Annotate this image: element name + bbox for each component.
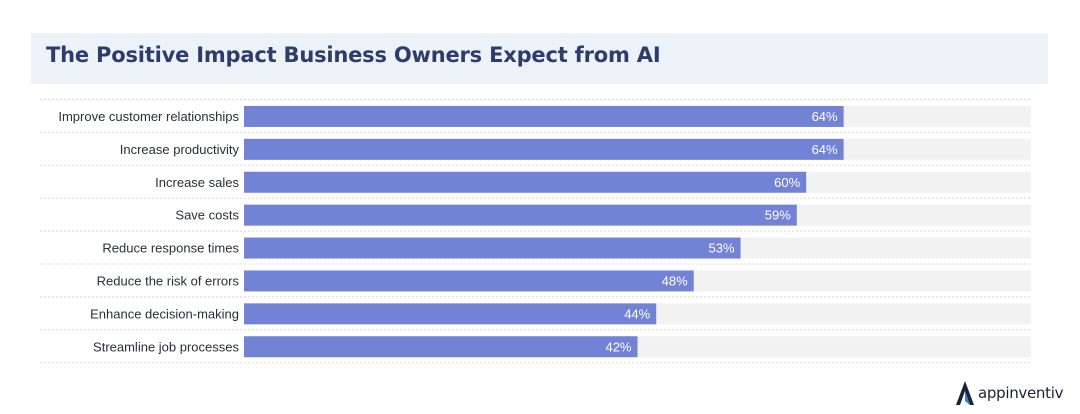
category-label: Increase productivity bbox=[120, 142, 240, 157]
bar bbox=[244, 105, 844, 127]
value-label: 44% bbox=[624, 306, 650, 321]
category-label: Save costs bbox=[175, 208, 239, 223]
brand-logo: appinventiv bbox=[955, 380, 1063, 406]
appinventiv-logo-icon bbox=[956, 381, 974, 405]
category-label: Streamline job processes bbox=[93, 339, 239, 354]
category-label: Increase sales bbox=[155, 175, 239, 190]
bar bbox=[244, 336, 638, 358]
bar bbox=[244, 303, 657, 325]
bar bbox=[244, 171, 807, 193]
category-label: Improve customer relationships bbox=[58, 109, 239, 124]
value-label: 48% bbox=[662, 273, 688, 288]
category-label: Reduce response times bbox=[102, 241, 239, 256]
bar bbox=[244, 237, 741, 259]
category-label: Reduce the risk of errors bbox=[97, 273, 240, 288]
bar bbox=[244, 270, 694, 292]
value-label: 64% bbox=[812, 109, 838, 124]
bar bbox=[244, 204, 797, 226]
value-label: 60% bbox=[774, 175, 800, 190]
value-label: 64% bbox=[812, 142, 838, 157]
title-bar: The Positive Impact Business Owners Expe… bbox=[31, 33, 1048, 84]
bar bbox=[244, 138, 844, 160]
value-label: 42% bbox=[605, 339, 631, 354]
category-label: Enhance decision-making bbox=[90, 306, 239, 321]
value-label: 53% bbox=[709, 241, 735, 256]
brand-name: appinventiv bbox=[978, 384, 1064, 402]
value-label: 59% bbox=[765, 208, 791, 223]
chart-title: The Positive Impact Business Owners Expe… bbox=[46, 43, 661, 67]
